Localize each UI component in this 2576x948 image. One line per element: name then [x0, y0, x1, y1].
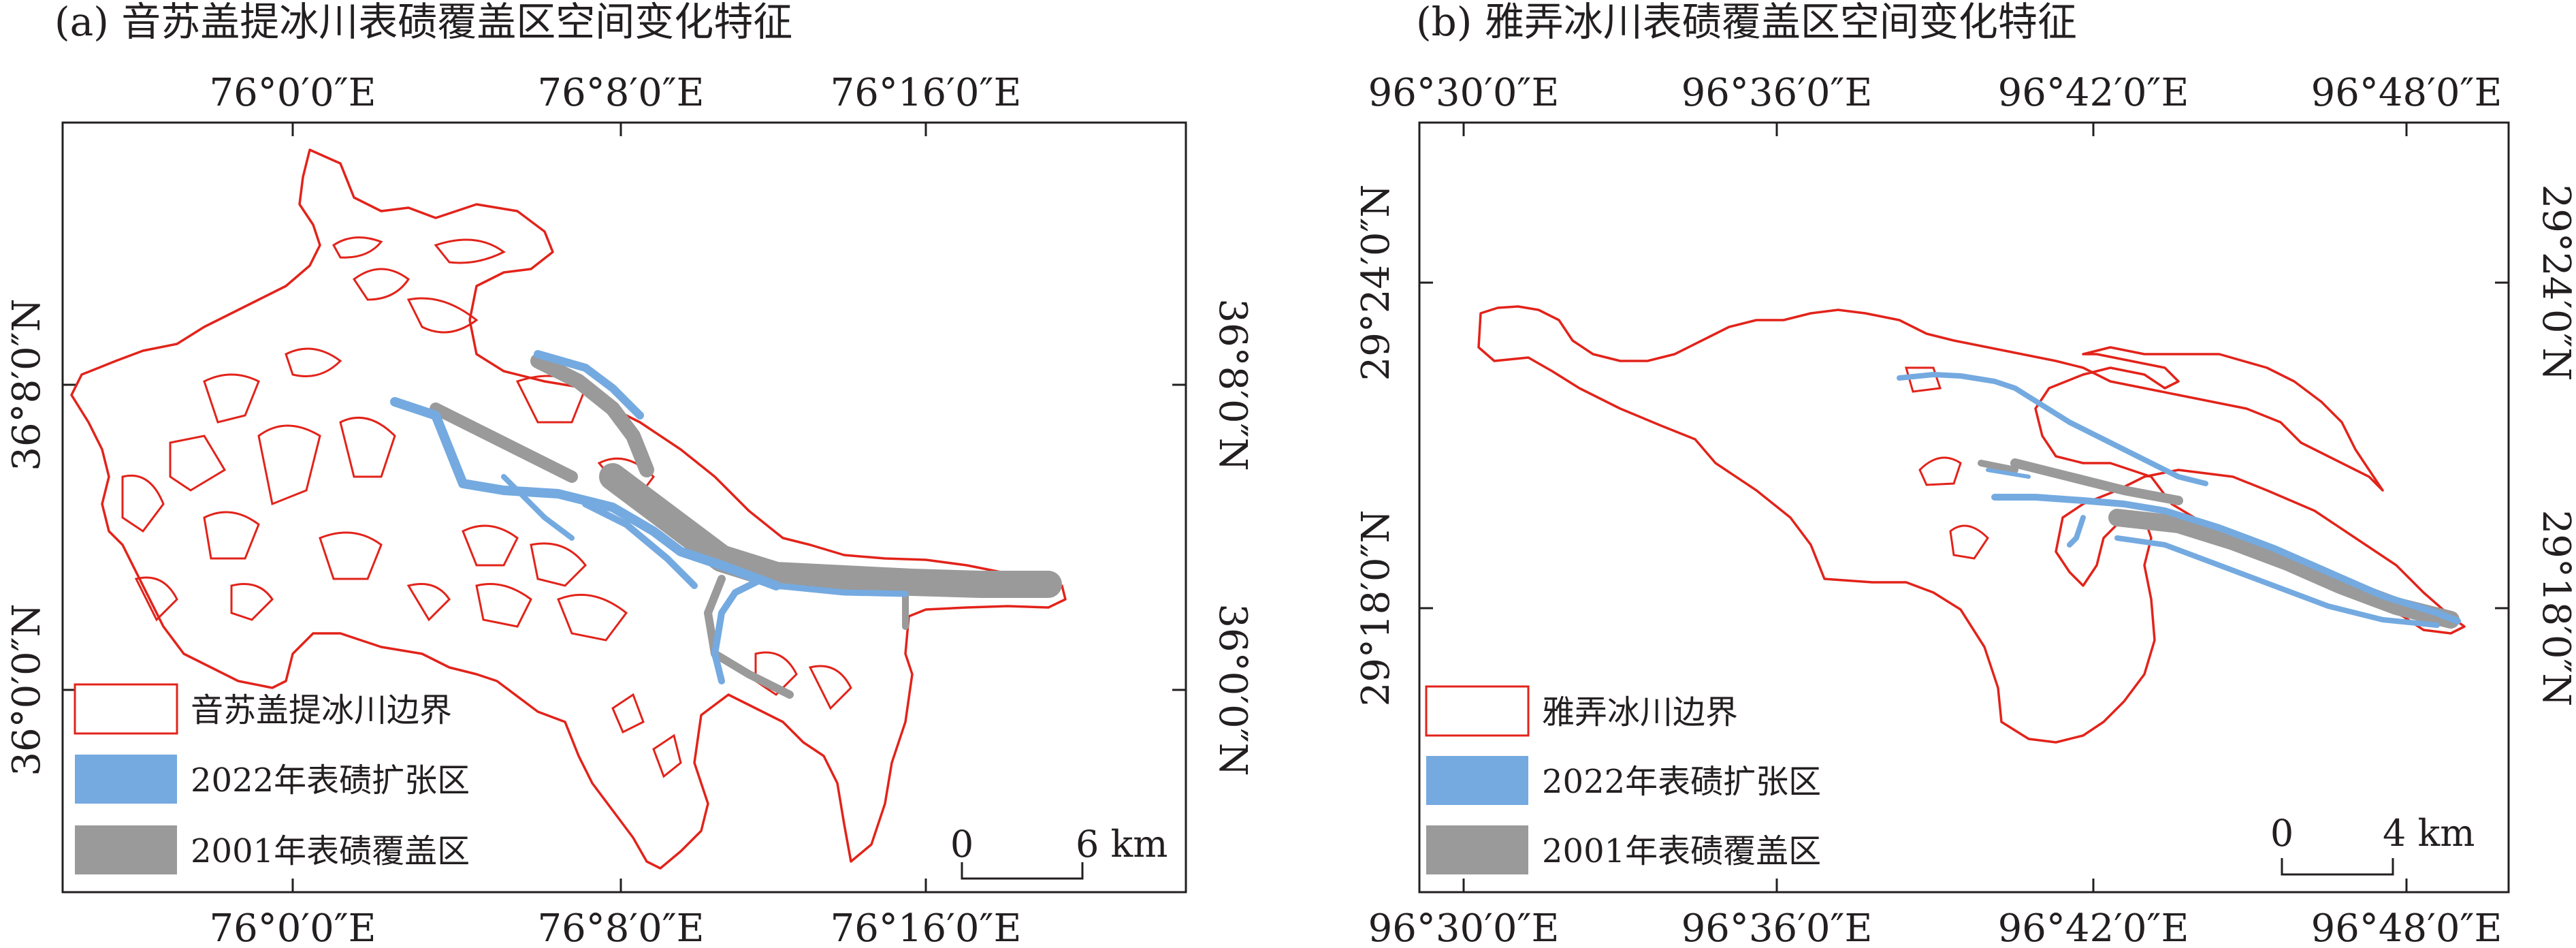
panel-b-scale-start: 0: [2270, 812, 2293, 855]
panel-b-legend-boundary-swatch: [1425, 685, 1530, 737]
panel-a-legend-expansion-label: 2022年表碛扩张区: [191, 761, 470, 800]
panel-a-legend-boundary-label: 音苏盖提冰川边界: [191, 691, 452, 729]
panel-a-bottom-lon-label-2: 76°8′0″E: [537, 906, 704, 948]
panel-b-right-lat-label-1: 29°24′0″N: [2534, 185, 2576, 381]
panel-b-expansion-2022: [1897, 372, 2461, 628]
panel-b-scale-bar: 0 4 km: [2270, 812, 2475, 876]
panel-b-top-lon-label-3: 96°42′0″E: [1998, 71, 2189, 115]
panel-b-coverage-2001: [1978, 458, 2460, 629]
panel-b-scale-end: 4 km: [2383, 812, 2475, 855]
panel-b-bottom-lon-label-4: 96°48′0″E: [2311, 906, 2502, 948]
panel-a-scale-end: 6 km: [1076, 823, 1168, 866]
panel-a-legend-coverage-label: 2001年表碛覆盖区: [191, 832, 470, 870]
panel-a-coverage-2001: [430, 353, 1062, 699]
panel-a: (a) 音苏盖提冰川表碛覆盖区空间变化特征 76°0′0″E 76°8′0″E …: [5, 0, 1255, 948]
panel-b-legend-expansion-label: 2022年表碛扩张区: [1542, 763, 1821, 801]
panel-b-top-lon-label-4: 96°48′0″E: [2311, 71, 2502, 115]
panel-b-legend: 雅弄冰川边界 2022年表碛扩张区 2001年表碛覆盖区: [1425, 685, 1821, 874]
panel-a-top-lon-label-3: 76°16′0″E: [831, 71, 1022, 115]
panel-b-left-lat-label-2: 29°18′0″N: [1354, 510, 1398, 707]
panel-b-map-frame: [1418, 121, 2510, 894]
panel-b-internal-outlines: [1905, 366, 1989, 560]
panel-a-title: (a) 音苏盖提冰川表碛覆盖区空间变化特征: [54, 0, 792, 45]
panel-a-right-lat-label-2: 36°0′0″N: [1210, 603, 1255, 776]
panel-b-top-lon-label-1: 96°30′0″E: [1368, 71, 1560, 115]
panel-a-ticks: [63, 123, 1186, 892]
panel-a-legend-expansion-swatch: [75, 755, 177, 804]
panel-a-left-lat-label-2: 36°0′0″N: [5, 603, 49, 776]
panel-b-bottom-lon-label-3: 96°42′0″E: [1998, 906, 2189, 948]
panel-b-title: (b) 雅弄冰川表碛覆盖区空间变化特征: [1416, 0, 2077, 45]
panel-b-right-lat-label-2: 29°18′0″N: [2534, 510, 2576, 707]
panel-b-top-lon-label-2: 96°36′0″E: [1681, 71, 1873, 115]
panel-b-bottom-lon-label-1: 96°30′0″E: [1368, 906, 1560, 948]
panel-a-bottom-lon-label-3: 76°16′0″E: [831, 906, 1022, 948]
panel-a-left-lat-label-1: 36°8′0″N: [5, 298, 49, 471]
panel-b-legend-expansion-swatch: [1426, 756, 1528, 805]
panel-a-internal-outlines: [121, 236, 852, 778]
panel-b: (b) 雅弄冰川表碛覆盖区空间变化特征 96°30′0″E 96°36′0″E …: [1354, 0, 2576, 948]
panel-a-map-frame: [61, 121, 1187, 894]
panel-b-bottom-lon-label-2: 96°36′0″E: [1681, 906, 1873, 948]
panel-a-scale-start: 0: [950, 823, 973, 866]
panel-b-legend-coverage-swatch: [1426, 825, 1528, 874]
panel-b-glacier-boundary: [1477, 305, 2466, 744]
panel-a-legend-boundary-swatch: [74, 683, 178, 735]
panel-a-expansion-2022: [390, 350, 909, 684]
panel-a-scale-bar: 0 6 km: [950, 823, 1168, 880]
panel-a-legend-coverage-swatch: [75, 825, 177, 874]
panel-a-top-lon-label-2: 76°8′0″E: [537, 71, 704, 115]
panel-a-top-lon-label-1: 76°0′0″E: [209, 71, 376, 115]
panel-a-bottom-lon-label-1: 76°0′0″E: [209, 906, 376, 948]
panel-a-right-lat-label-1: 36°8′0″N: [1210, 298, 1255, 471]
panel-b-ticks: [1419, 123, 2509, 892]
panel-b-legend-coverage-label: 2001年表碛覆盖区: [1542, 832, 1821, 870]
panel-b-left-lat-label-1: 29°24′0″N: [1354, 185, 1398, 381]
panel-a-legend: 音苏盖提冰川边界 2022年表碛扩张区 2001年表碛覆盖区: [74, 683, 470, 874]
panel-b-legend-boundary-label: 雅弄冰川边界: [1542, 693, 1738, 731]
